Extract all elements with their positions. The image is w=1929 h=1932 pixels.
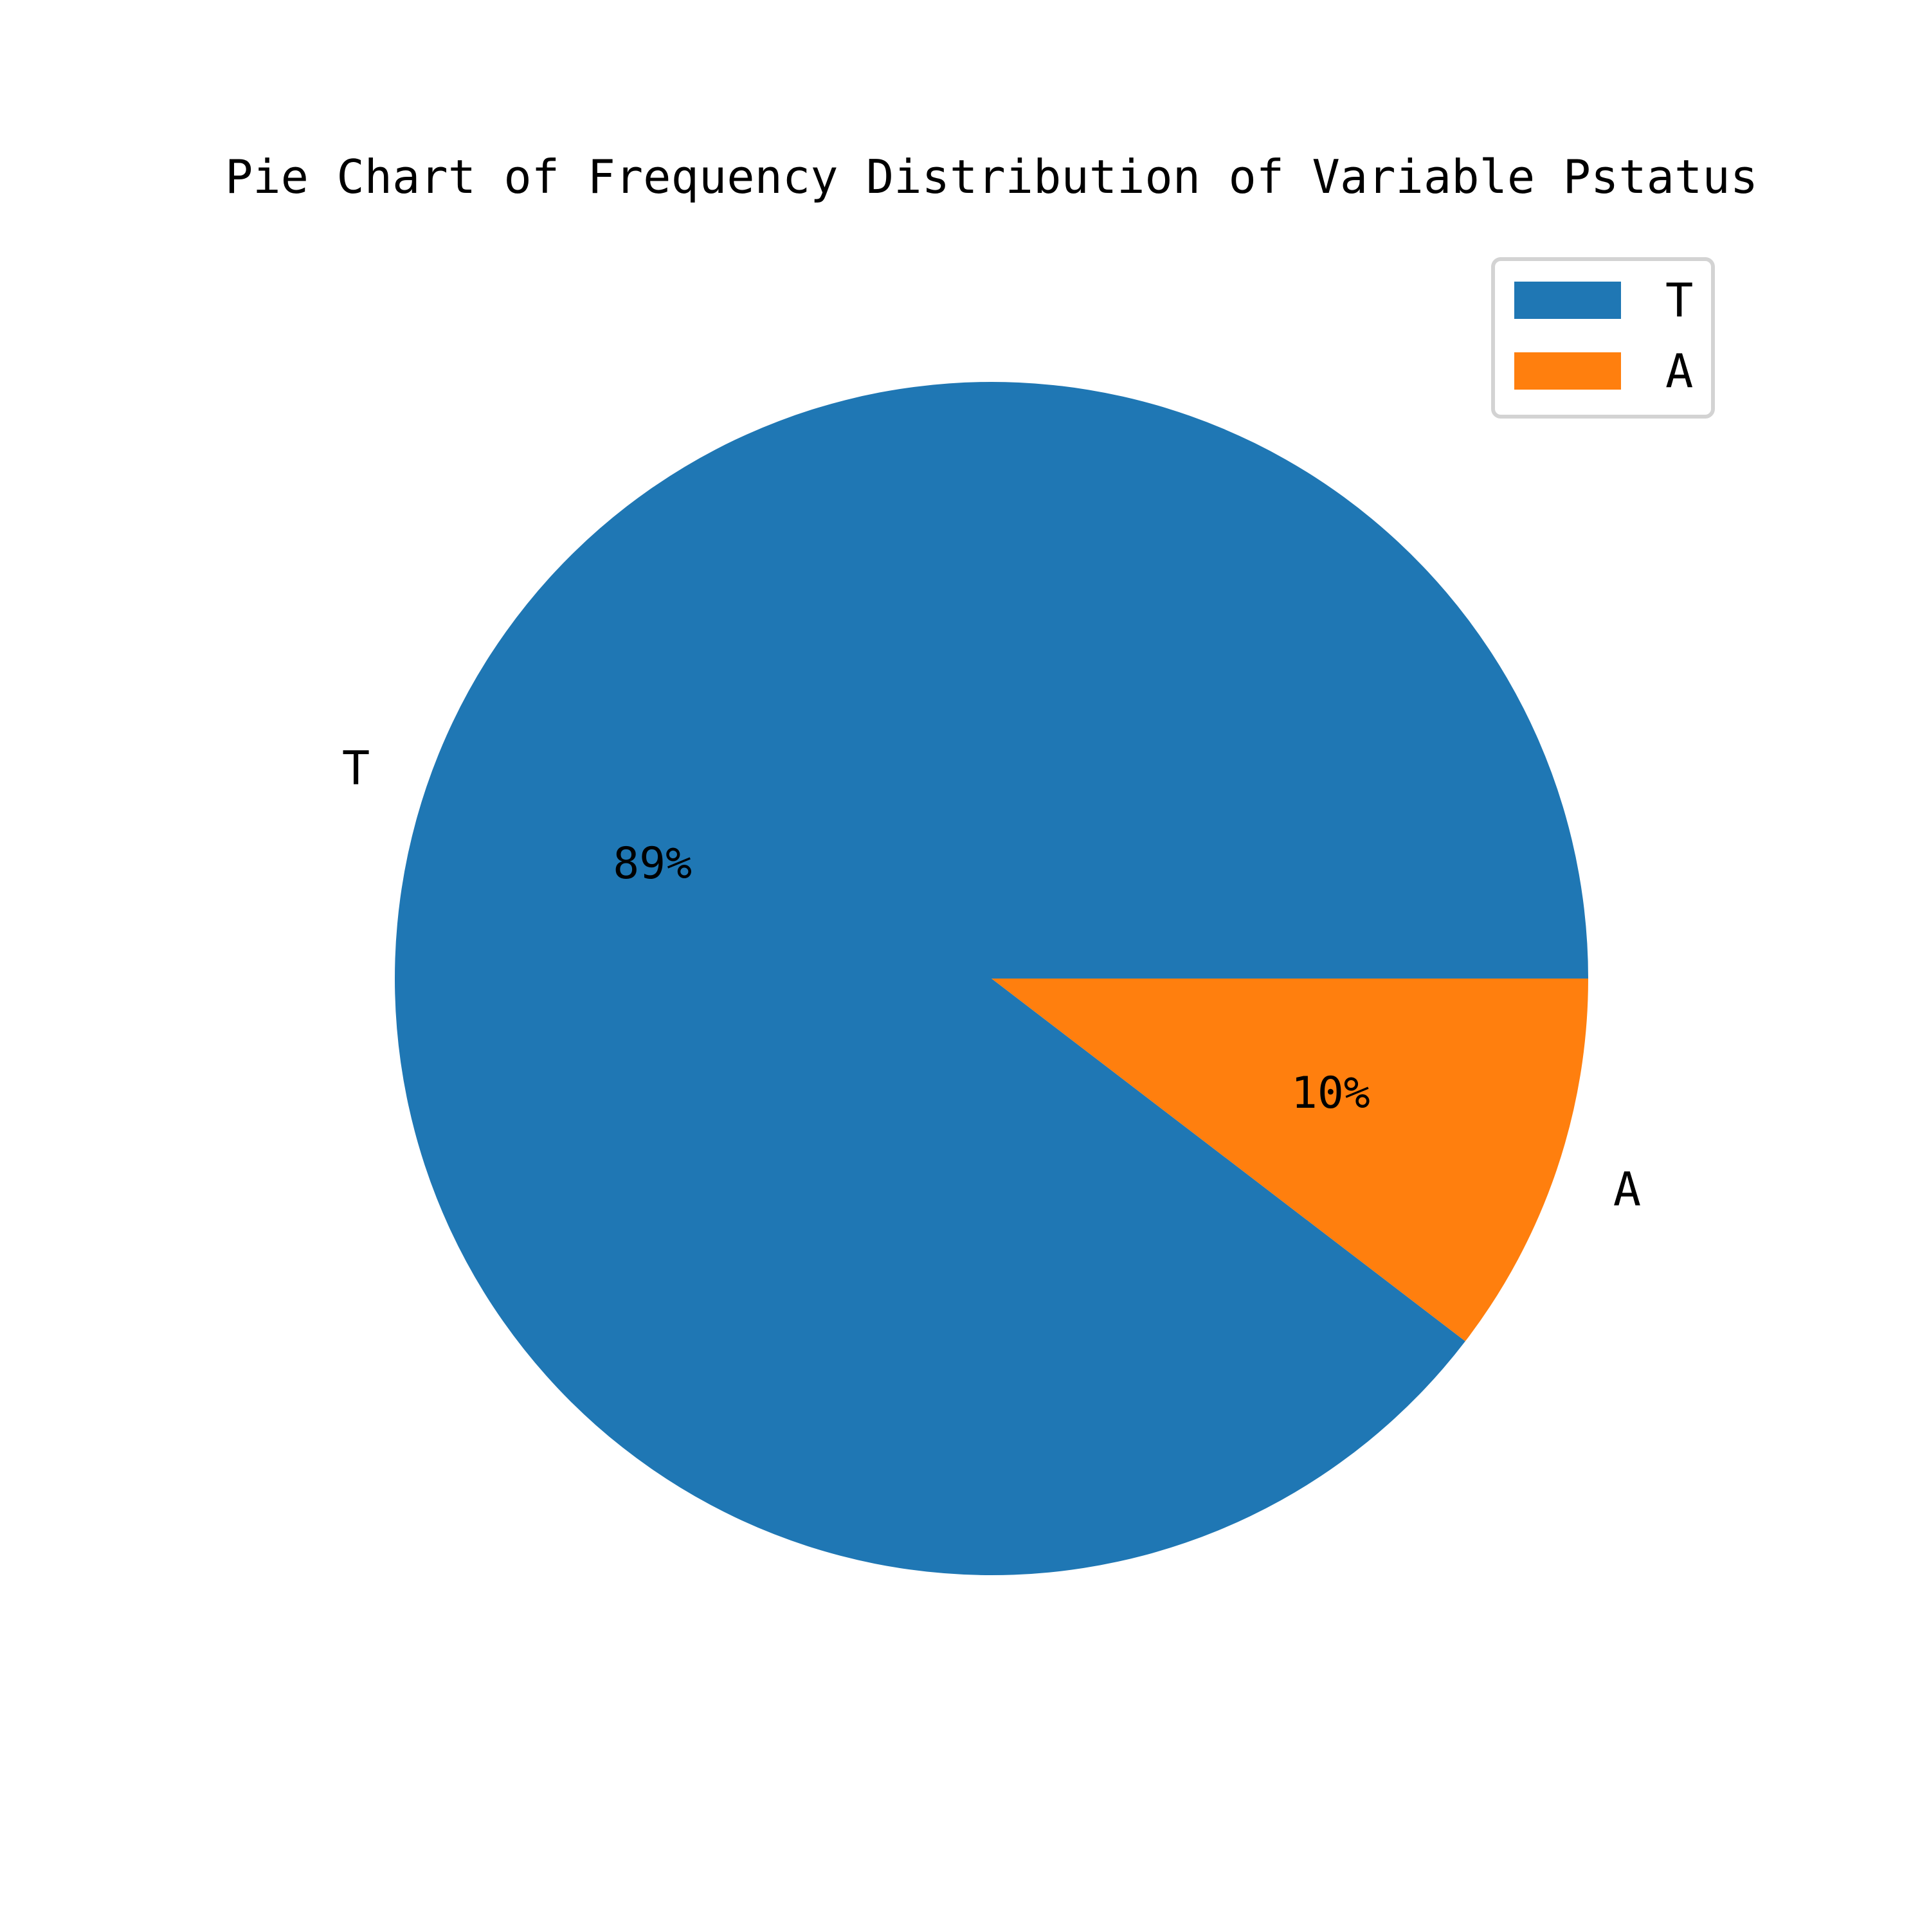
- pie-slice-a: [992, 979, 1588, 1342]
- pie-category-label-t: T: [342, 741, 370, 795]
- pie-category-label-a: A: [1613, 1162, 1641, 1216]
- legend-entries: TA: [1514, 273, 1693, 398]
- pie-slice-t: [395, 381, 1588, 1575]
- legend-label-a: A: [1665, 344, 1693, 398]
- pie-slices: [395, 381, 1588, 1575]
- legend: TA: [1491, 257, 1715, 419]
- legend-label-t: T: [1665, 273, 1693, 327]
- pie-pct-label-t: 89%: [613, 838, 692, 889]
- pie-pct-label-a: 10%: [1291, 1068, 1370, 1119]
- legend-swatch-t: [1514, 282, 1621, 319]
- legend-swatch-a: [1514, 352, 1621, 390]
- pie-labels: 89% T 10% A: [342, 741, 1641, 1216]
- chart-title: Pie Chart of Frequency Distribution of V…: [225, 150, 1758, 204]
